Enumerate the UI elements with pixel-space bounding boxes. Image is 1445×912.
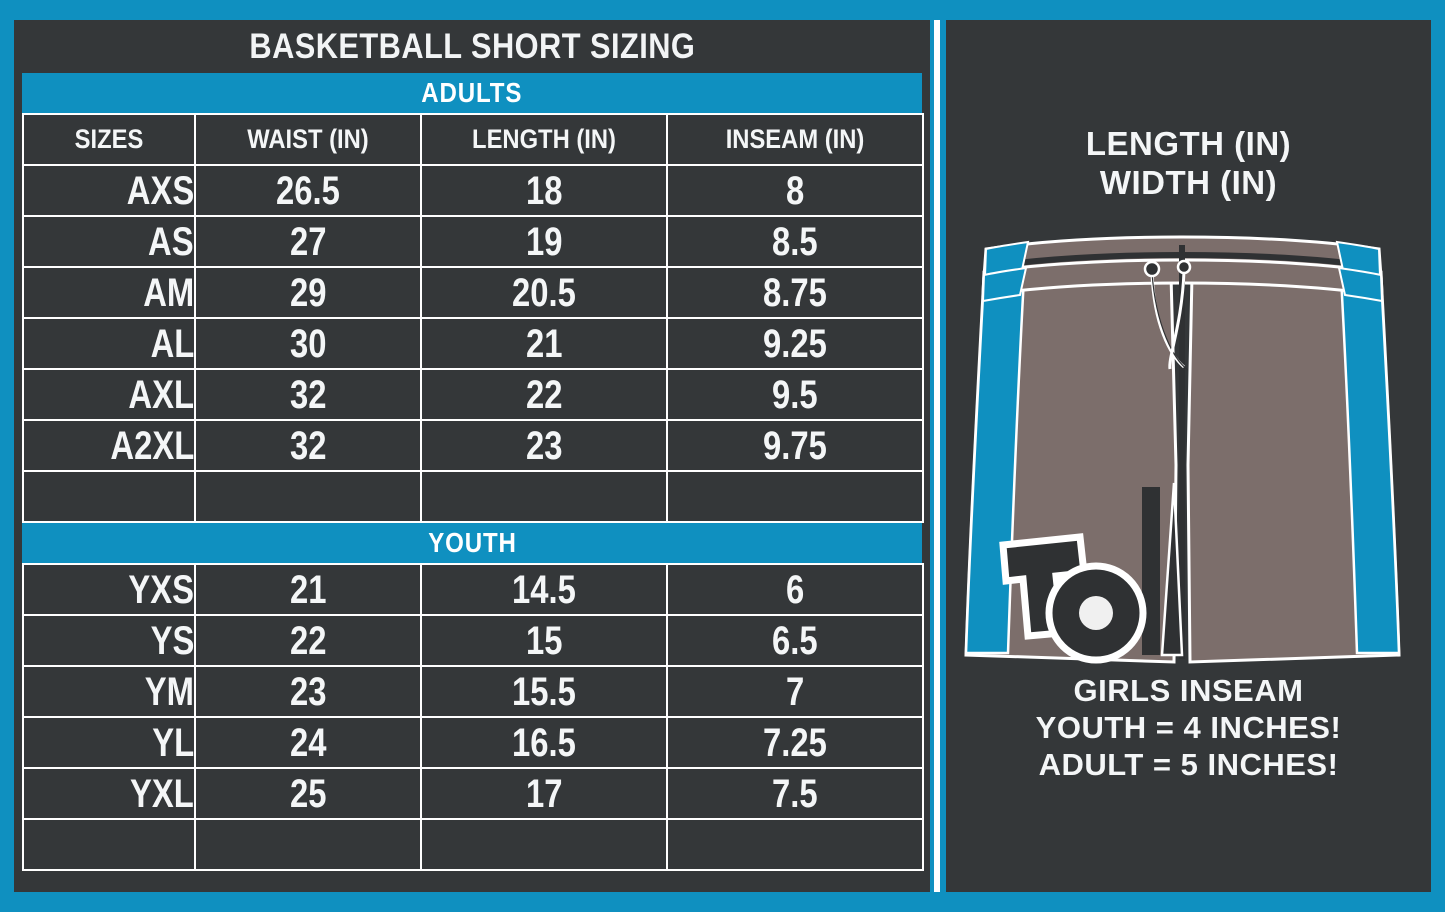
table-row: A2XL 32 23 9.75 [22, 419, 924, 472]
chart-title-bar: BASKETBALL SHORT SIZING [22, 20, 922, 73]
cell-inseam: 8 [785, 168, 805, 213]
cell-length: 20.5 [512, 270, 576, 315]
drawstring-eyelet-left [1143, 260, 1161, 278]
cell-size: YXL [130, 771, 194, 816]
measurement-heading: LENGTH (IN) WIDTH (IN) [946, 125, 1431, 203]
table-header-row: SIZES WAIST (IN) LENGTH (IN) INSEAM (IN) [22, 113, 924, 166]
cell-waist: 21 [289, 567, 327, 612]
table-row: YM 23 15.5 7 [22, 665, 924, 718]
cell-inseam: 9.25 [763, 321, 827, 366]
cell-waist: 32 [289, 423, 327, 468]
cell-size: YS [150, 618, 194, 663]
adults-table: SIZES WAIST (IN) LENGTH (IN) INSEAM (IN)… [22, 113, 924, 523]
spacer-row [22, 470, 924, 523]
table-row: AM 29 20.5 8.75 [22, 266, 924, 319]
cell-waist: 23 [289, 669, 327, 714]
cell-size: A2XL [110, 423, 194, 468]
sizing-table-panel: BASKETBALL SHORT SIZING ADULTS SIZES WAI… [14, 20, 930, 892]
measurement-heading-line2: WIDTH (IN) [1099, 163, 1278, 201]
girls-inseam-title: GIRLS INSEAM [1073, 673, 1304, 708]
to-logo [999, 533, 1147, 664]
table-row: YL 24 16.5 7.25 [22, 716, 924, 769]
cell-waist: 22 [289, 618, 327, 663]
shorts-illustration [956, 215, 1421, 675]
column-header-waist: WAIST (IN) [247, 124, 369, 154]
cell-waist: 29 [289, 270, 327, 315]
table-row: YS 22 15 6.5 [22, 614, 924, 667]
cell-size: AM [142, 270, 194, 315]
cell-inseam: 6.5 [772, 618, 818, 663]
page-title: BASKETBALL SHORT SIZING [249, 26, 695, 66]
diagram-panel: LENGTH (IN) WIDTH (IN) [946, 20, 1431, 892]
drawstring-left-shadow [1151, 272, 1189, 371]
cell-inseam: 9.75 [763, 423, 827, 468]
waistband-tip-left-lower [981, 266, 1028, 303]
cell-inseam: 9.5 [772, 372, 818, 417]
inseam-split-left [1142, 487, 1160, 655]
cell-length: 22 [525, 372, 563, 417]
section-band-adults: ADULTS [22, 73, 922, 113]
cell-inseam: 7.5 [772, 771, 818, 816]
table-row: YXS 21 14.5 6 [22, 563, 924, 616]
girls-inseam-adult: ADULT = 5 INCHES! [1038, 747, 1339, 783]
girls-inseam-note: GIRLS INSEAM YOUTH = 4 INCHES! ADULT = 5… [946, 672, 1431, 784]
drawstring-eyelet-right [1176, 259, 1192, 275]
youth-table: YXS 21 14.5 6 YS 22 15 6.5 YM 23 15. [22, 563, 924, 871]
table-row: AL 30 21 9.25 [22, 317, 924, 370]
cell-length: 23 [525, 423, 563, 468]
cell-waist: 25 [289, 771, 327, 816]
table-row: YXL 25 17 7.5 [22, 767, 924, 820]
cell-inseam: 6 [785, 567, 805, 612]
cell-length: 14.5 [512, 567, 576, 612]
cell-waist: 27 [289, 219, 327, 264]
cell-inseam: 7.25 [763, 720, 827, 765]
cell-size: AXL [128, 372, 194, 417]
cell-waist: 32 [289, 372, 327, 417]
shorts-icon [964, 235, 1401, 664]
girls-inseam-youth: YOUTH = 4 INCHES! [1035, 710, 1342, 746]
column-header-inseam: INSEAM (IN) [725, 124, 865, 154]
spacer-row [22, 818, 924, 871]
cell-size: AXS [126, 168, 194, 213]
cell-inseam: 7 [785, 669, 805, 714]
cell-length: 15.5 [512, 669, 576, 714]
table-row: AXL 32 22 9.5 [22, 368, 924, 421]
cell-waist: 26.5 [276, 168, 340, 213]
cell-length: 15 [525, 618, 563, 663]
table-row: AS 27 19 8.5 [22, 215, 924, 268]
logo-letter-o-inner [1079, 596, 1113, 630]
cell-inseam: 8.5 [772, 219, 818, 264]
measurement-heading-line1: LENGTH (IN) [1085, 125, 1292, 162]
section-band-adults-label: ADULTS [421, 77, 523, 108]
cell-length: 21 [525, 321, 563, 366]
cell-waist: 30 [289, 321, 327, 366]
cell-size: AS [148, 219, 194, 264]
section-band-youth: YOUTH [22, 523, 922, 563]
cell-waist: 24 [289, 720, 327, 765]
cell-inseam: 8.75 [763, 270, 827, 315]
table-row: AXS 26.5 18 8 [22, 164, 924, 217]
cell-length: 16.5 [512, 720, 576, 765]
column-header-length: LENGTH (IN) [472, 124, 616, 154]
column-header-sizes: SIZES [74, 124, 144, 154]
cell-size: AL [150, 321, 194, 366]
drawstring-right [1168, 270, 1186, 370]
cell-length: 19 [525, 219, 563, 264]
section-band-youth-label: YOUTH [427, 527, 517, 558]
cell-size: YM [144, 669, 194, 714]
cell-length: 17 [525, 771, 563, 816]
cell-length: 18 [525, 168, 563, 213]
panel-divider [934, 20, 940, 892]
inseam-split-notch [1160, 482, 1184, 657]
waistband-tip-right-lower [1337, 266, 1384, 303]
cell-size: YXS [128, 567, 194, 612]
cell-size: YL [152, 720, 194, 765]
shorts-side-stripe-right [1339, 275, 1401, 655]
